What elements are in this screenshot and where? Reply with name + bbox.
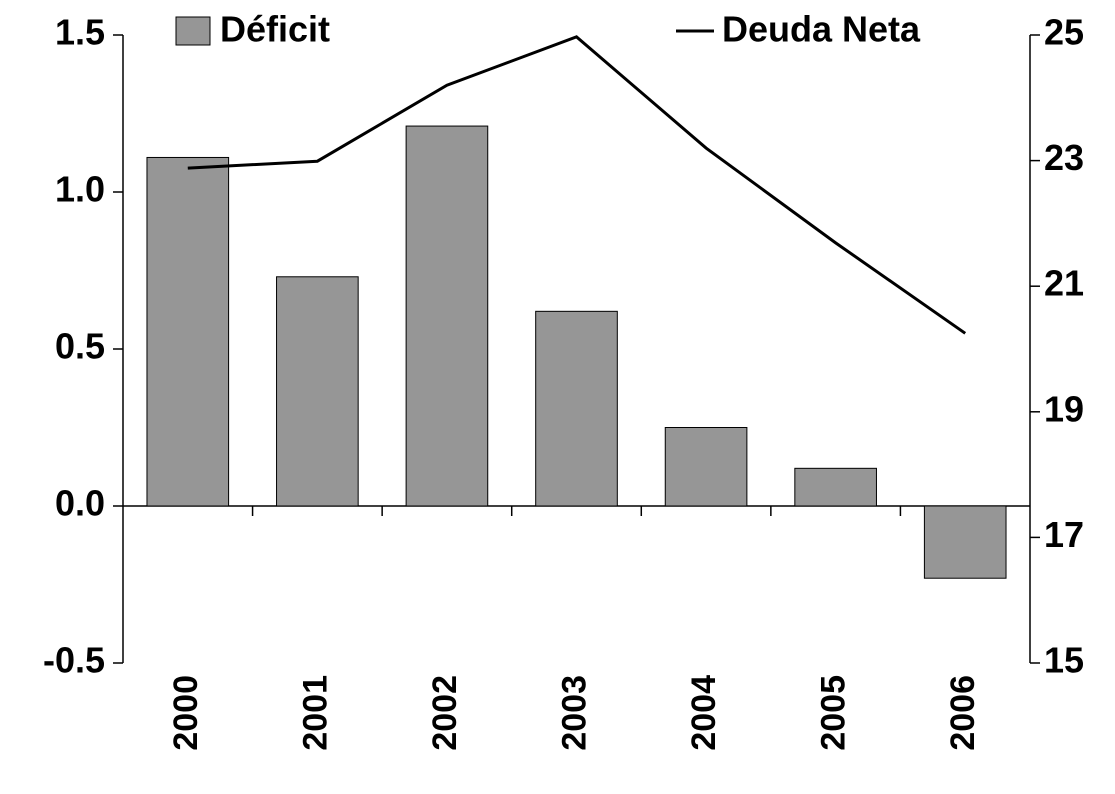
y-tick-label: -0.5 — [43, 640, 105, 681]
y-tick-label: 1.5 — [55, 12, 105, 53]
line — [187, 35, 967, 335]
x-tick-label: 2000 — [167, 675, 205, 751]
legend-swatch — [175, 16, 211, 46]
legend-label: Deuda Neta — [722, 9, 921, 50]
y2-tick-label: 23 — [1044, 137, 1084, 178]
y2-tick-label: 25 — [1044, 12, 1084, 53]
x-tick-label: 2003 — [555, 675, 593, 751]
x-tick-label: 2006 — [944, 675, 982, 751]
bar — [794, 467, 877, 507]
legend-label: Déficit — [220, 9, 330, 50]
bar — [146, 156, 230, 507]
y-tick-label: 1.0 — [55, 169, 105, 210]
x-tick-label: 2004 — [685, 675, 723, 751]
x-tick-label: 2002 — [426, 675, 464, 751]
y2-tick-label: 19 — [1044, 388, 1084, 429]
bar — [276, 276, 359, 507]
x-tick-label: 2005 — [815, 675, 853, 751]
bar — [923, 505, 1007, 579]
y2-tick-label: 15 — [1044, 640, 1084, 681]
y-tick-label: 0.0 — [55, 483, 105, 524]
y2-tick-label: 21 — [1044, 263, 1084, 304]
y2-tick-label: 17 — [1044, 514, 1084, 555]
bar — [405, 125, 489, 507]
bar — [664, 427, 748, 507]
y-tick-label: 0.5 — [55, 326, 105, 367]
x-tick-label: 2001 — [296, 675, 334, 751]
bar — [535, 310, 618, 507]
